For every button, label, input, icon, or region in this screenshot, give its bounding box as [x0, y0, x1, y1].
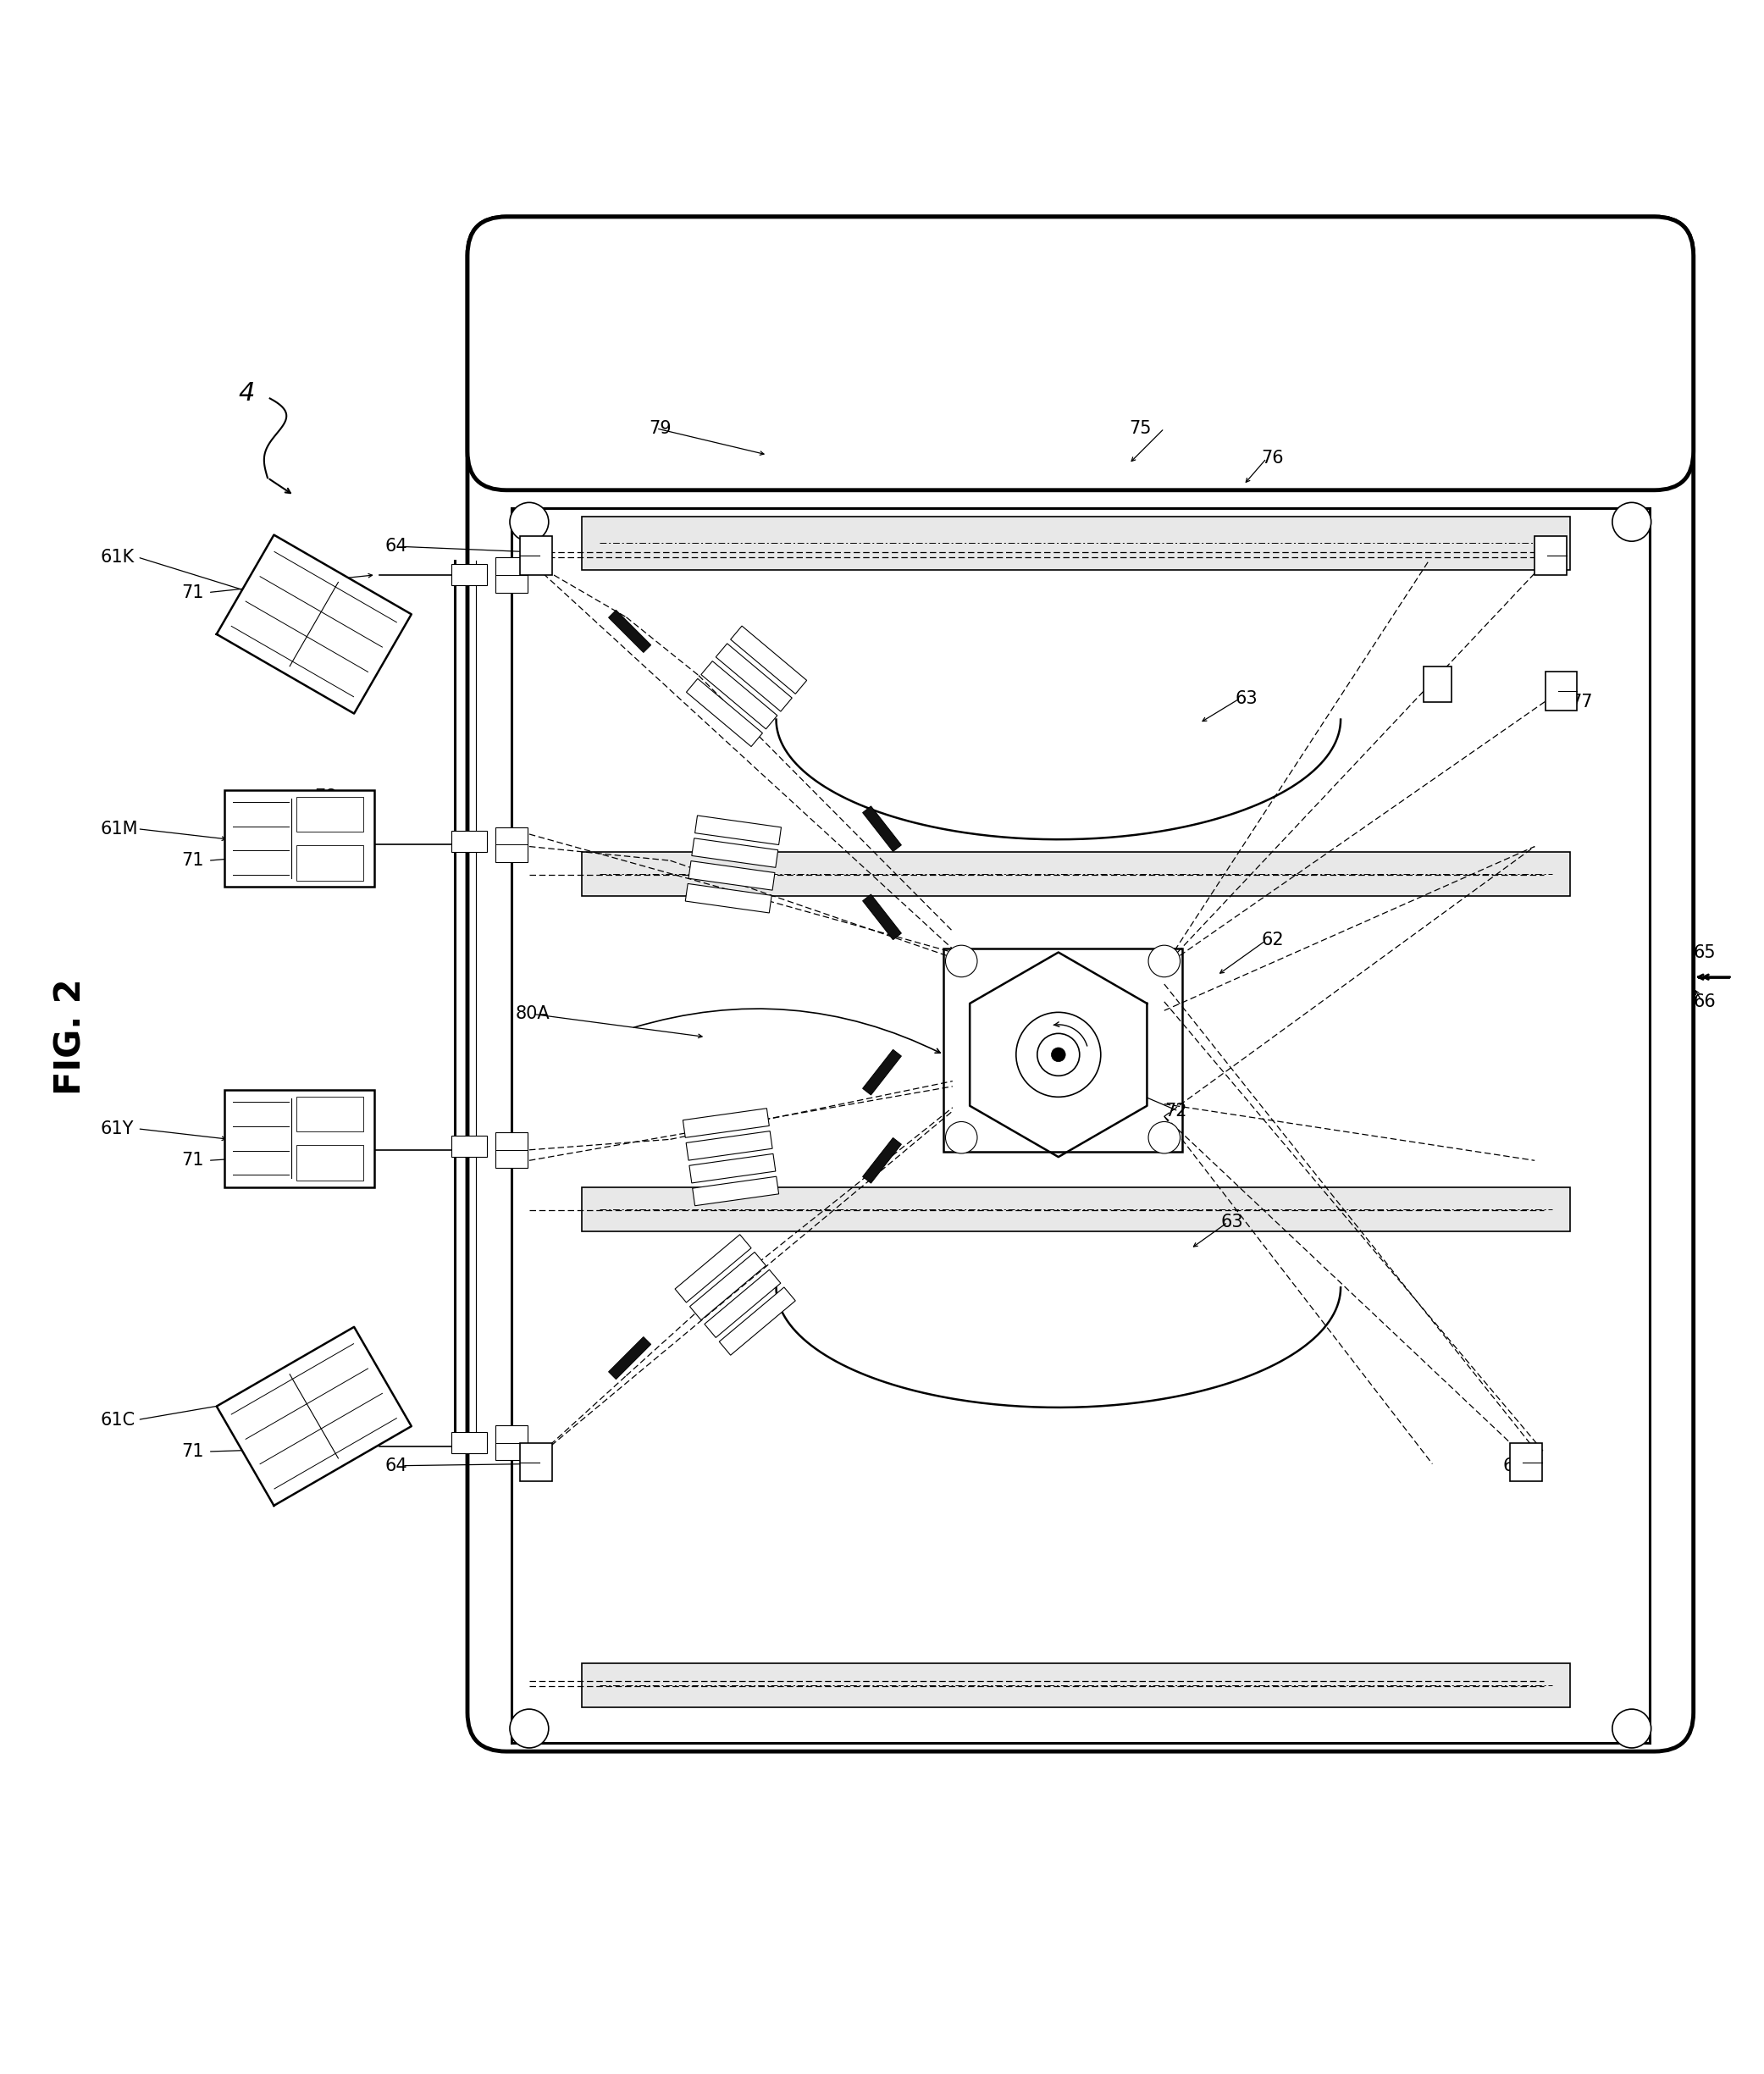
Bar — [1535, 535, 1566, 574]
Polygon shape — [217, 535, 411, 713]
Bar — [496, 1425, 527, 1460]
Bar — [452, 1137, 487, 1157]
Text: 71: 71 — [182, 852, 205, 869]
Text: 77: 77 — [1570, 693, 1593, 709]
Bar — [296, 1145, 363, 1180]
Circle shape — [1051, 1047, 1065, 1062]
Polygon shape — [686, 884, 771, 913]
Polygon shape — [686, 1130, 773, 1159]
Polygon shape — [691, 838, 778, 867]
Text: 64: 64 — [385, 1458, 407, 1475]
Text: 4: 4 — [238, 382, 256, 404]
Text: FIG. 2: FIG. 2 — [53, 979, 88, 1095]
Circle shape — [1612, 502, 1651, 541]
Text: 61M: 61M — [101, 821, 138, 838]
Text: 66: 66 — [1693, 993, 1716, 1010]
Polygon shape — [700, 662, 778, 728]
Text: 64: 64 — [1503, 1458, 1526, 1475]
Bar — [1545, 672, 1577, 711]
Circle shape — [946, 946, 977, 977]
Polygon shape — [693, 1176, 778, 1205]
Polygon shape — [720, 1288, 796, 1354]
Circle shape — [510, 1709, 549, 1748]
Polygon shape — [683, 1108, 769, 1139]
Bar — [1510, 1444, 1542, 1481]
Text: 63: 63 — [1221, 1213, 1244, 1230]
Text: 63: 63 — [1235, 691, 1258, 707]
Text: 75: 75 — [1129, 419, 1152, 438]
Polygon shape — [690, 1153, 776, 1182]
Bar — [1424, 666, 1452, 701]
Polygon shape — [609, 1338, 651, 1379]
Polygon shape — [690, 1253, 766, 1319]
Polygon shape — [970, 952, 1147, 1157]
Bar — [520, 535, 552, 574]
Circle shape — [1612, 1709, 1651, 1748]
Bar — [224, 1091, 374, 1186]
Polygon shape — [730, 626, 806, 695]
Polygon shape — [863, 894, 901, 940]
Bar — [496, 1132, 527, 1168]
Text: 61Y: 61Y — [101, 1120, 134, 1137]
Bar — [452, 564, 487, 585]
Bar — [496, 558, 527, 593]
Polygon shape — [676, 1234, 751, 1302]
Polygon shape — [716, 643, 792, 711]
Text: 61C: 61C — [101, 1410, 136, 1429]
Polygon shape — [704, 1269, 781, 1338]
Bar — [296, 1097, 363, 1132]
Text: 61K: 61K — [101, 550, 134, 566]
Bar — [512, 508, 1649, 1742]
Text: 65: 65 — [1693, 944, 1716, 960]
Circle shape — [1148, 946, 1180, 977]
Bar — [520, 1444, 552, 1481]
Text: 62: 62 — [1261, 931, 1284, 948]
Text: 79: 79 — [649, 419, 672, 438]
Text: 64: 64 — [385, 537, 407, 556]
Circle shape — [946, 1122, 977, 1153]
Text: 71: 71 — [182, 1444, 205, 1460]
Text: 71: 71 — [182, 585, 205, 601]
Bar — [452, 1433, 487, 1454]
Polygon shape — [863, 1139, 901, 1182]
Bar — [224, 790, 374, 888]
Text: 64: 64 — [1535, 537, 1558, 556]
FancyBboxPatch shape — [467, 216, 1693, 489]
Text: 80A: 80A — [515, 1006, 550, 1022]
Circle shape — [1016, 1012, 1101, 1097]
Circle shape — [510, 502, 549, 541]
Polygon shape — [695, 815, 781, 844]
Circle shape — [1037, 1033, 1080, 1076]
FancyBboxPatch shape — [467, 216, 1693, 1750]
Text: 76: 76 — [1261, 450, 1284, 467]
Text: 81: 81 — [1429, 684, 1452, 701]
Bar — [496, 828, 527, 863]
Bar — [296, 846, 363, 881]
Text: 72: 72 — [1164, 1103, 1187, 1120]
Bar — [582, 852, 1570, 896]
Text: 78: 78 — [314, 788, 337, 805]
Bar — [582, 516, 1570, 570]
Text: 71: 71 — [182, 1151, 205, 1170]
Polygon shape — [686, 678, 762, 747]
Bar — [582, 1186, 1570, 1232]
Polygon shape — [863, 1049, 901, 1095]
Bar — [296, 796, 363, 832]
Circle shape — [1148, 1122, 1180, 1153]
Text: 70: 70 — [261, 1435, 284, 1452]
Bar — [452, 830, 487, 852]
Bar — [582, 1663, 1570, 1707]
Polygon shape — [217, 1327, 411, 1506]
Bar — [944, 948, 1182, 1151]
Polygon shape — [609, 610, 651, 653]
Polygon shape — [688, 861, 774, 890]
Polygon shape — [863, 807, 901, 852]
